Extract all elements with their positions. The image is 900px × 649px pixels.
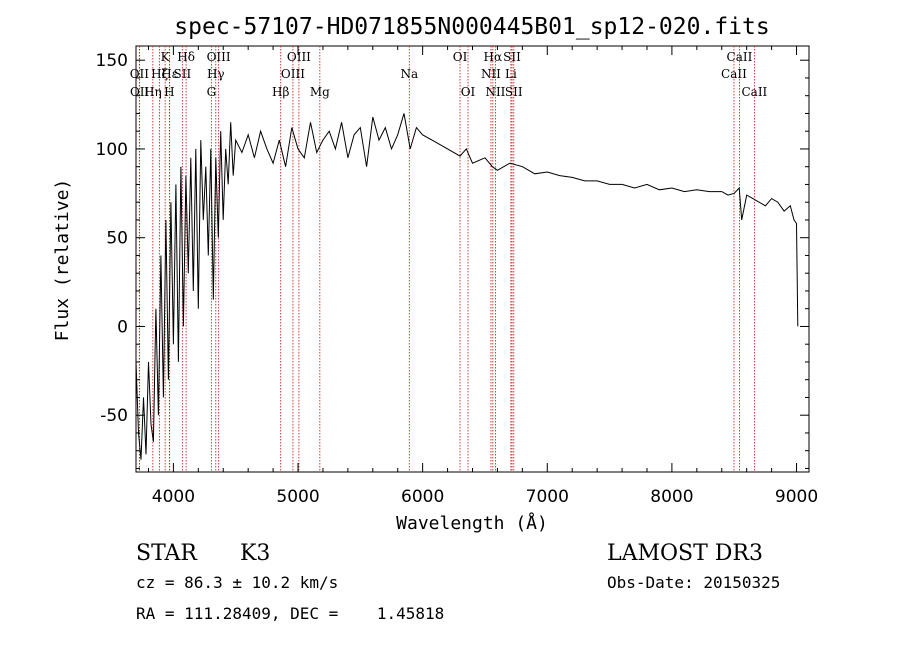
x-tick-label: 7000 — [526, 487, 569, 507]
spectrum-line — [135, 113, 799, 460]
line-marker-label: OIII — [207, 50, 231, 64]
line-markers — [138, 46, 755, 472]
plot-frame — [135, 45, 810, 473]
line-marker-label: Mg — [310, 85, 330, 99]
object-subclass: K3 — [240, 541, 270, 566]
y-tick-label: 0 — [117, 317, 128, 337]
line-marker-label: NII — [481, 67, 501, 81]
line-marker-label: Hδ — [177, 50, 195, 64]
y-axis-ticks: -50 0 50 100 150 — [96, 51, 809, 469]
line-marker-label: Hβ — [272, 85, 289, 99]
obs-date: Obs-Date: 20150325 — [607, 573, 780, 592]
line-marker-label: Hα — [484, 50, 503, 64]
line-marker-label: OII — [130, 67, 150, 81]
x-tick-label: 4000 — [152, 487, 195, 507]
line-marker-label: OIII — [281, 67, 305, 81]
line-marker-label: NII — [485, 85, 505, 99]
x-tick-label: 6000 — [401, 487, 444, 507]
y-tick-label: 100 — [96, 140, 128, 160]
x-tick-label: 8000 — [650, 487, 693, 507]
line-marker-label: OI — [453, 50, 468, 64]
line-marker-label: G — [207, 85, 217, 99]
line-marker-label: SII — [503, 50, 521, 64]
line-marker-label: K — [161, 50, 171, 64]
line-marker-label: Li — [505, 67, 517, 81]
x-tick-label: 9000 — [775, 487, 818, 507]
line-marker-label: OII — [130, 85, 150, 99]
chart-title: spec-57107-HD071855N000445B01_sp12-020.f… — [174, 14, 769, 40]
line-marker-label: SII — [174, 67, 192, 81]
line-marker-label: CaII — [727, 50, 753, 64]
ra-dec: RA = 111.28409, DEC = 1.45818 — [136, 604, 444, 623]
line-marker-label: Hη — [144, 85, 162, 99]
line-marker-label: Hγ — [207, 67, 225, 81]
line-marker-label: OI — [461, 85, 476, 99]
survey-name: LAMOST DR3 — [607, 541, 763, 566]
y-tick-label: -50 — [100, 406, 128, 426]
y-tick-label: 150 — [96, 51, 128, 71]
y-tick-label: 50 — [106, 229, 128, 249]
x-tick-label: 5000 — [276, 487, 319, 507]
line-marker-label: Hζ — [151, 67, 168, 81]
line-marker-label: CaII — [741, 85, 767, 99]
y-axis-label: Flux (relative) — [52, 179, 73, 342]
object-class: STAR — [136, 541, 198, 566]
line-marker-label: H — [164, 85, 174, 99]
line-marker-label: Hε — [161, 67, 178, 81]
line-marker-label: SII — [505, 85, 523, 99]
line-marker-label: CaII — [721, 67, 747, 81]
line-marker-label: Na — [400, 67, 418, 81]
x-axis-label: Wavelength (Å) — [396, 512, 548, 534]
x-axis-ticks: 4000 5000 6000 7000 8000 9000 — [147, 46, 818, 507]
line-marker-label: OIII — [287, 50, 311, 64]
redshift-cz: cz = 86.3 ± 10.2 km/s — [136, 573, 338, 592]
